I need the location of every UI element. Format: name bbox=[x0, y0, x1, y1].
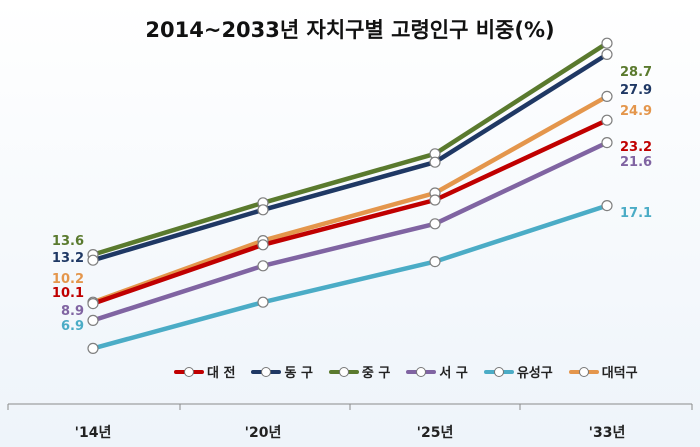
series-line bbox=[90, 94, 610, 305]
legend-item: 대덕구 bbox=[568, 362, 638, 381]
data-point bbox=[87, 314, 99, 326]
legend: 대 전 동 구 중 구 서 구 유성구 대덕구 bbox=[174, 362, 638, 381]
data-point bbox=[87, 254, 99, 266]
data-point bbox=[257, 204, 269, 216]
data-point bbox=[601, 48, 613, 61]
legend-swatch bbox=[174, 366, 204, 378]
series-line bbox=[90, 40, 610, 257]
legend-swatch bbox=[483, 366, 514, 378]
legend-label: 동 구 bbox=[284, 366, 313, 381]
data-label: 10.1 bbox=[52, 286, 84, 301]
data-label: 8.9 bbox=[61, 304, 84, 319]
x-tick-label: '14년 bbox=[74, 425, 112, 441]
data-point bbox=[257, 260, 269, 272]
legend-swatch bbox=[328, 366, 359, 378]
chart-title: 2014~2033년 자치구별 고령인구 비중(%) bbox=[145, 18, 555, 42]
data-label: 23.2 bbox=[620, 140, 652, 155]
data-point bbox=[429, 194, 441, 206]
legend-label: 중 구 bbox=[361, 366, 391, 381]
data-point bbox=[87, 298, 99, 310]
legend-marker bbox=[338, 366, 349, 377]
x-tick-label: '20년 bbox=[244, 425, 282, 441]
data-point bbox=[429, 256, 441, 268]
legend-swatch bbox=[406, 366, 437, 378]
legend-marker bbox=[578, 366, 589, 377]
data-label: 6.9 bbox=[61, 319, 84, 334]
series-line bbox=[90, 117, 610, 306]
legend-item: 유성구 bbox=[483, 362, 553, 381]
series-line bbox=[90, 140, 610, 323]
data-point bbox=[429, 156, 441, 168]
x-tick-label: '33년 bbox=[588, 425, 626, 441]
data-point bbox=[257, 296, 269, 308]
data-point bbox=[257, 239, 269, 251]
data-point bbox=[601, 90, 613, 103]
legend-item: 대 전 bbox=[174, 362, 235, 381]
legend-marker bbox=[416, 366, 427, 377]
data-label: 27.9 bbox=[620, 83, 652, 98]
data-label: 13.2 bbox=[52, 251, 84, 266]
legend-marker bbox=[493, 366, 504, 377]
legend-item: 동 구 bbox=[251, 362, 313, 381]
legend-label: 대 전 bbox=[207, 366, 236, 381]
data-point bbox=[429, 218, 441, 230]
data-point bbox=[601, 137, 613, 149]
data-point bbox=[601, 114, 613, 126]
data-point bbox=[87, 342, 99, 354]
legend-swatch bbox=[568, 366, 599, 378]
data-label: 24.9 bbox=[620, 104, 652, 119]
legend-item: 중 구 bbox=[328, 362, 391, 381]
data-label: 28.7 bbox=[620, 65, 652, 80]
data-point bbox=[601, 37, 613, 49]
legend-label: 서 구 bbox=[439, 366, 468, 381]
legend-swatch bbox=[251, 366, 282, 378]
legend-label: 유성구 bbox=[516, 366, 553, 381]
data-label: 10.2 bbox=[52, 272, 84, 287]
legend-label: 대덕구 bbox=[601, 366, 638, 381]
data-label: 21.6 bbox=[620, 155, 652, 170]
series-line bbox=[90, 52, 610, 263]
legend-item: 서 구 bbox=[406, 362, 468, 381]
legend-marker bbox=[261, 366, 272, 377]
series-line bbox=[90, 203, 610, 351]
data-label: 17.1 bbox=[620, 206, 652, 221]
x-tick-label: '25년 bbox=[416, 425, 454, 441]
legend-marker bbox=[184, 366, 194, 377]
data-label: 13.6 bbox=[52, 234, 84, 249]
data-point bbox=[601, 200, 613, 212]
